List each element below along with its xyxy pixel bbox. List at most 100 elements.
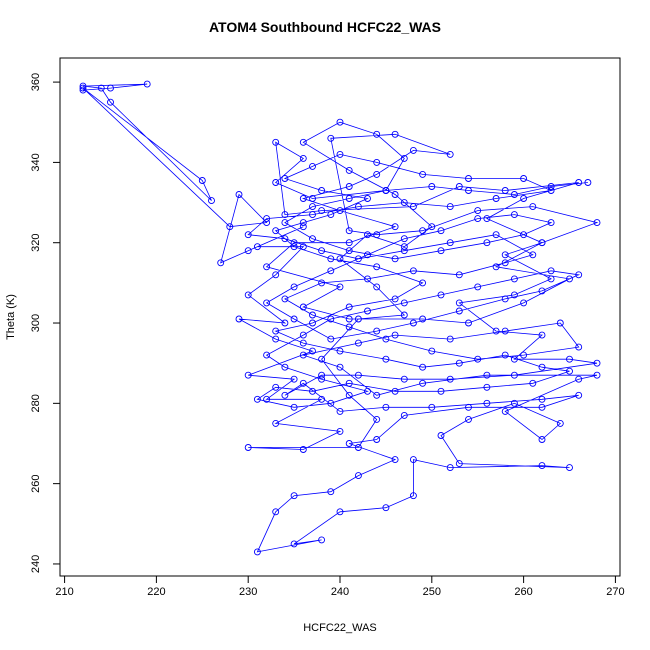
data-point — [428, 223, 436, 231]
data-point — [566, 355, 573, 363]
x-axis: 210 220 230 240 250 260 270 — [55, 575, 625, 598]
data-point — [318, 247, 326, 255]
data-point — [263, 219, 271, 227]
data-point — [409, 319, 417, 327]
data-point — [235, 191, 243, 198]
data-point — [575, 391, 583, 399]
data-point — [409, 203, 417, 211]
data-point — [566, 464, 573, 472]
data-point — [309, 162, 316, 170]
data-point — [364, 307, 371, 315]
data-point — [299, 303, 307, 311]
data-point — [309, 319, 316, 327]
data-point — [409, 456, 417, 464]
data-point — [336, 347, 344, 355]
data-point — [345, 183, 353, 190]
data-point — [318, 187, 326, 194]
data-point — [455, 307, 463, 315]
data-point — [400, 375, 408, 383]
data-point — [455, 183, 463, 190]
data-point — [263, 299, 271, 307]
data-point — [354, 203, 362, 211]
data-point — [244, 444, 252, 451]
data-point — [373, 231, 381, 239]
data-point — [474, 283, 482, 291]
data-point — [272, 327, 280, 335]
data-point — [529, 203, 537, 211]
data-point — [373, 170, 381, 178]
data-point — [272, 383, 280, 391]
data-point — [492, 263, 500, 271]
data-point — [428, 183, 436, 190]
data-point — [281, 175, 289, 182]
data-point — [272, 419, 280, 427]
data-point — [510, 191, 518, 198]
data-point — [547, 183, 555, 190]
data-point — [345, 440, 353, 447]
data-point — [391, 456, 399, 464]
x-tick-label: 260 — [514, 586, 532, 598]
data-point — [208, 197, 215, 205]
data-point — [345, 323, 353, 331]
data-point — [309, 195, 316, 202]
data-point — [501, 259, 509, 267]
data-point — [373, 327, 381, 335]
y-tick-label: 280 — [30, 394, 42, 412]
data-point — [465, 187, 472, 194]
data-point — [538, 436, 546, 443]
data-point — [382, 403, 390, 411]
data-point — [354, 315, 362, 323]
data-point — [391, 331, 399, 339]
data-point — [391, 295, 399, 303]
data-point — [79, 86, 87, 94]
data-point — [235, 315, 243, 323]
data-point — [373, 415, 381, 423]
data-point — [345, 195, 353, 202]
data-point — [529, 251, 537, 259]
data-point — [391, 255, 399, 263]
data-point — [272, 508, 280, 516]
data-point — [299, 154, 307, 162]
data-point — [428, 347, 436, 355]
data-point — [336, 407, 344, 415]
data-point — [455, 271, 463, 279]
y-tick-label: 260 — [30, 474, 42, 492]
data-point — [474, 355, 482, 363]
data-point — [327, 255, 335, 263]
data-point — [556, 419, 564, 427]
data-point — [446, 375, 454, 383]
data-point — [547, 219, 555, 227]
data-point — [299, 446, 307, 453]
y-tick-label: 340 — [30, 153, 42, 171]
data-point — [281, 319, 289, 327]
data-point — [501, 351, 509, 359]
data-point — [327, 488, 335, 496]
data-point — [483, 215, 491, 223]
series-line — [82, 83, 599, 553]
data-point — [309, 387, 316, 395]
data-point — [318, 279, 326, 287]
data-point — [299, 339, 307, 347]
data-point — [474, 215, 482, 223]
data-point — [373, 158, 381, 166]
data-point — [244, 231, 252, 239]
data-point — [510, 211, 518, 219]
data-point — [593, 371, 601, 379]
series-line-group — [82, 83, 599, 553]
data-point — [281, 211, 289, 219]
data-point — [97, 84, 105, 92]
data-point — [538, 331, 546, 339]
data-point — [483, 383, 491, 391]
data-point — [244, 247, 252, 255]
data-point — [547, 187, 555, 194]
y-tick-label: 300 — [30, 314, 42, 332]
data-point — [309, 211, 316, 219]
data-point — [345, 247, 353, 255]
data-point — [566, 367, 573, 375]
data-point — [263, 395, 271, 403]
data-point — [290, 243, 298, 251]
data-point — [327, 399, 335, 407]
data-point — [520, 299, 528, 307]
data-point — [520, 195, 528, 202]
